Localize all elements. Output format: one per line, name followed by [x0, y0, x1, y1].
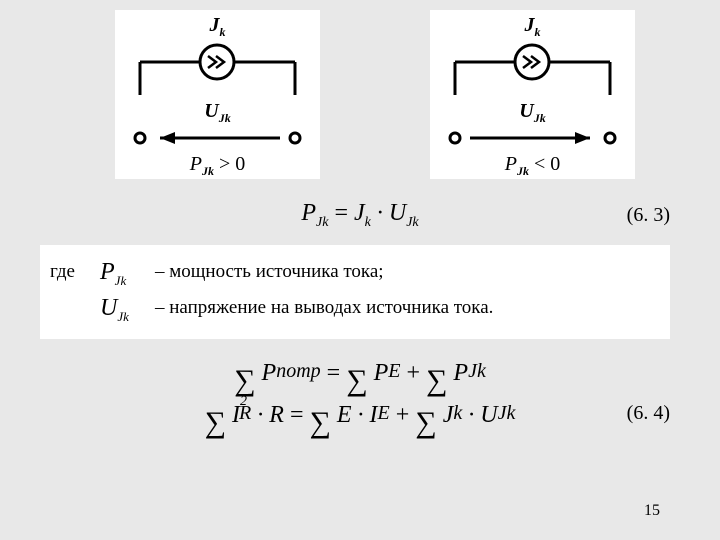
- condition-right: PJk < 0: [505, 153, 561, 179]
- page-number: 15: [644, 502, 660, 520]
- circuit-right: Jk UJk PJk < 0: [430, 10, 635, 179]
- ujk-sub-r: Jk: [534, 111, 546, 125]
- where-block: где PJk – мощность источника тока; UJk –…: [40, 245, 670, 339]
- equation-6-4-line1: ∑ Pпотр = ∑ PE + ∑ PJk: [0, 360, 720, 394]
- page: Jk UJk PJ: [0, 0, 720, 540]
- equation-6-4-line2: ∑ I2R · R = ∑ E · IE + ∑ Jk · UJk: [0, 402, 720, 436]
- ujk-label-left: UJk: [204, 100, 230, 126]
- equation-6-4-block: ∑ Pпотр = ∑ PE + ∑ PJk ∑ I2R · R = ∑ E ·…: [0, 352, 720, 444]
- ujk-letter: U: [204, 100, 218, 122]
- circuit-left-svg: [115, 40, 320, 100]
- jk-label-left: Jk: [210, 14, 226, 40]
- voltage-arrow-right: [430, 126, 635, 152]
- circuit-right-svg: [430, 40, 635, 100]
- equation-6-3-row: PJk = Jk · UJk (6. 3): [0, 200, 720, 231]
- where-desc-2: – напряжение на выводах источника тока.: [155, 297, 493, 319]
- where-row-2: UJk – напряжение на выводах источника то…: [50, 293, 660, 323]
- circuit-left: Jk UJk PJ: [115, 10, 320, 179]
- where-label: где: [50, 261, 100, 283]
- jk-label-right: Jk: [525, 14, 541, 40]
- voltage-arrow-left: [115, 126, 320, 152]
- ujk-label-right: UJk: [519, 100, 545, 126]
- where-desc-1: – мощность источника тока;: [155, 261, 384, 283]
- where-sym-1: PJk: [100, 259, 155, 289]
- jk-sub: k: [220, 25, 226, 39]
- jk-letter: J: [210, 14, 220, 36]
- equation-6-3: PJk = Jk · UJk: [301, 200, 418, 231]
- jk-letter-r: J: [525, 14, 535, 36]
- equation-6-3-number: (6. 3): [627, 204, 670, 227]
- where-sym-2: UJk: [100, 295, 155, 325]
- ujk-sub: Jk: [219, 111, 231, 125]
- where-row-1: где PJk – мощность источника тока;: [50, 257, 660, 287]
- condition-left: PJk > 0: [190, 153, 246, 179]
- equation-6-4-number: (6. 4): [627, 402, 670, 425]
- ujk-letter-r: U: [519, 100, 533, 122]
- jk-sub-r: k: [535, 25, 541, 39]
